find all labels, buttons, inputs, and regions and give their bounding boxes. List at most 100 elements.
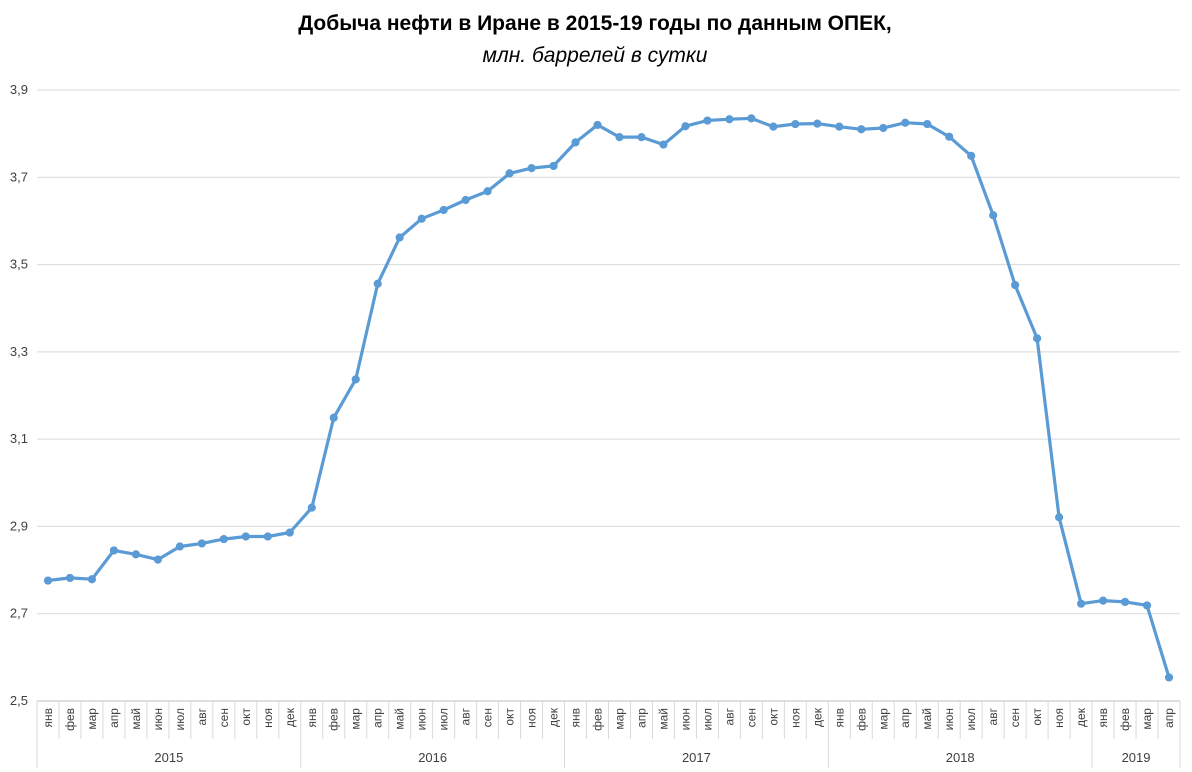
x-tick-label: ноя xyxy=(261,708,275,728)
gridlines xyxy=(37,89,1180,615)
data-point xyxy=(373,279,382,288)
y-tick-label: 3,3 xyxy=(10,344,28,359)
data-point xyxy=(901,118,910,127)
x-tick-label: ноя xyxy=(788,708,802,728)
y-tick-label: 3,9 xyxy=(10,82,28,97)
x-tick-label: сен xyxy=(1008,708,1022,727)
year-label: 2018 xyxy=(946,750,975,765)
data-point xyxy=(857,125,866,134)
x-tick-label: мар xyxy=(876,708,890,730)
x-tick-label: апр xyxy=(107,708,121,728)
x-tick-label: авг xyxy=(722,707,736,725)
x-tick-label: фев xyxy=(854,708,868,731)
x-tick-label: июл xyxy=(700,708,714,730)
data-point xyxy=(1076,599,1086,608)
x-tick-label: май xyxy=(920,708,934,730)
data-point xyxy=(527,164,536,173)
x-tick-label: сен xyxy=(744,708,758,727)
year-label: 2017 xyxy=(682,750,711,765)
data-point xyxy=(483,187,492,196)
data-point xyxy=(439,205,448,215)
x-tick-label: фев xyxy=(591,708,605,731)
x-tick-label: мар xyxy=(85,708,99,730)
y-tick-label: 3,5 xyxy=(10,257,28,272)
data-point xyxy=(769,122,778,131)
y-tick-label: 2,5 xyxy=(10,693,28,708)
x-tick-label: янв xyxy=(569,708,583,728)
year-label: 2015 xyxy=(154,750,183,765)
data-point xyxy=(417,214,426,223)
x-tick-label: апр xyxy=(1162,708,1176,728)
x-tick-label: июл xyxy=(173,708,187,730)
y-axis: 2,5 2,7 2,9 3,1 3,3 3,5 3,7 3,9 xyxy=(10,82,28,708)
data-point xyxy=(791,119,800,129)
y-tick-label: 3,1 xyxy=(10,431,28,446)
x-tick-label: янв xyxy=(41,708,55,728)
x-tick-label: фев xyxy=(1118,708,1132,731)
x-tick-label: дек xyxy=(547,707,561,727)
x-tick-label: мар xyxy=(349,708,363,730)
data-point xyxy=(43,576,53,585)
x-axis: янв фев мар апр май июн июл авг сен окт ноя дек янв ф… xyxy=(36,700,1181,768)
data-point xyxy=(879,123,888,133)
data-point xyxy=(109,546,119,555)
data-point xyxy=(835,122,844,131)
x-tick-label: фев xyxy=(327,708,341,731)
data-point xyxy=(571,138,580,147)
x-tick-label: дек xyxy=(283,707,297,727)
x-tick-label: апр xyxy=(634,708,648,728)
data-point xyxy=(747,114,756,123)
x-tick-label: янв xyxy=(305,708,319,728)
data-point xyxy=(549,161,558,171)
data-point xyxy=(153,555,162,564)
x-tick-label: дек xyxy=(810,707,824,727)
data-point xyxy=(197,539,206,548)
y-tick-label: 3,7 xyxy=(10,169,28,184)
data-point xyxy=(395,233,404,242)
data-point xyxy=(285,528,294,537)
data-point xyxy=(329,413,338,422)
data-point xyxy=(967,151,976,161)
data-point xyxy=(659,140,668,149)
x-tick-label: фев xyxy=(63,708,77,731)
x-tick-label: окт xyxy=(239,708,253,726)
chart-subtitle: млн. баррелей в сутки xyxy=(483,44,708,67)
x-tick-label: апр xyxy=(898,708,912,728)
data-point xyxy=(219,534,228,544)
x-tick-label: сен xyxy=(481,708,495,727)
data-point xyxy=(1033,334,1042,343)
x-tick-label: дек xyxy=(1074,707,1088,727)
data-point xyxy=(1142,601,1152,610)
y-tick-label: 2,9 xyxy=(10,518,28,533)
x-tick-label: май xyxy=(129,708,143,730)
x-tick-label: июн xyxy=(942,708,956,730)
x-tick-label: окт xyxy=(503,708,517,726)
x-tick-label: ноя xyxy=(525,708,539,728)
data-point xyxy=(923,119,932,129)
data-point xyxy=(241,532,250,541)
data-point xyxy=(1164,673,1174,682)
x-tick-label: июл xyxy=(437,708,451,730)
data-point xyxy=(87,575,97,584)
x-tick-label: мар xyxy=(612,708,626,730)
data-point xyxy=(461,195,470,205)
data-point xyxy=(1098,596,1108,605)
data-point xyxy=(1120,597,1130,607)
x-tick-label: янв xyxy=(1096,708,1110,728)
series-line-group xyxy=(46,116,1171,680)
year-label: 2016 xyxy=(418,750,447,765)
data-point xyxy=(263,532,272,541)
data-point xyxy=(593,120,602,130)
x-tick-label: апр xyxy=(371,708,385,728)
data-point xyxy=(505,169,514,178)
chart-title: Добыча нефти в Иране в 2015-19 годы по д… xyxy=(298,12,892,35)
data-point xyxy=(989,211,998,220)
x-tick-label: мар xyxy=(1140,708,1154,730)
year-label: 2019 xyxy=(1122,750,1151,765)
data-point xyxy=(1055,513,1064,522)
x-tick-label: окт xyxy=(766,708,780,726)
x-tick-label: май xyxy=(656,708,670,730)
x-tick-label: июн xyxy=(678,708,692,730)
data-point xyxy=(351,375,360,384)
